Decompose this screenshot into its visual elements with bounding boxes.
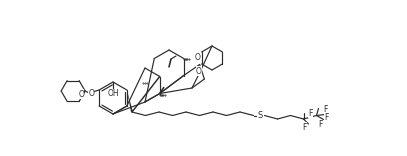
Text: O: O bbox=[88, 90, 94, 98]
Text: F: F bbox=[323, 105, 328, 114]
Text: F: F bbox=[309, 109, 313, 117]
Text: O: O bbox=[196, 66, 202, 76]
Text: O: O bbox=[195, 54, 201, 63]
Text: F: F bbox=[318, 120, 323, 129]
Text: F: F bbox=[324, 113, 329, 122]
Text: OH: OH bbox=[107, 90, 119, 98]
Text: S: S bbox=[258, 111, 263, 120]
Polygon shape bbox=[127, 90, 133, 112]
Text: O: O bbox=[78, 90, 84, 99]
Text: F: F bbox=[302, 122, 307, 132]
